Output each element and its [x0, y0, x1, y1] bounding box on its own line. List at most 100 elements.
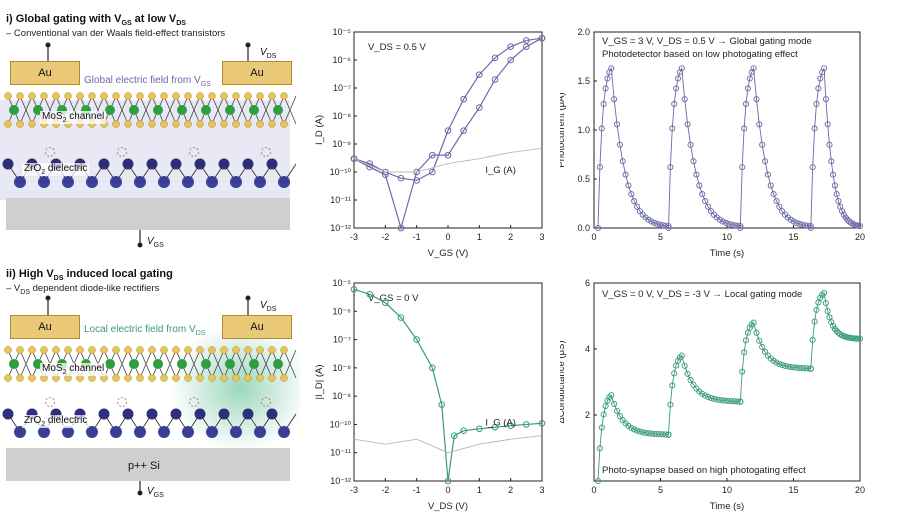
- s-atom: [196, 92, 204, 100]
- data-point: [667, 164, 674, 171]
- data-point: [719, 218, 726, 225]
- s-atom: [28, 346, 36, 354]
- data-point: [656, 431, 663, 438]
- mo-atom: [105, 105, 115, 115]
- oxygen-vacancy: [261, 147, 271, 157]
- s-atom: [280, 346, 288, 354]
- s-atom: [244, 92, 252, 100]
- data-point: [707, 394, 715, 402]
- zr-atom: [254, 176, 266, 188]
- zr-atom: [230, 426, 242, 438]
- s-atom: [160, 92, 168, 100]
- data-point: [659, 222, 666, 229]
- s-atom: [64, 92, 72, 100]
- s-atom: [232, 346, 240, 354]
- s-atom: [64, 346, 72, 354]
- data-point: [844, 216, 851, 223]
- chart-output-curve: -3 -2 -1 0 1 2 3 10⁻¹² 10⁻¹¹ 10⁻¹⁰ 10⁻⁹ 10⁻⁸ 10⁻⁷ 10⁻…: [314, 278, 546, 512]
- data-point: [739, 164, 746, 171]
- y-axis-label: I_D (A): [314, 115, 325, 145]
- data-point: [656, 221, 663, 228]
- oxygen-vacancy: [117, 397, 127, 407]
- zr-atom: [278, 426, 290, 438]
- data-point: [756, 121, 763, 128]
- zr-atom: [182, 426, 194, 438]
- mo-s-bond: [289, 349, 297, 365]
- data-point: [802, 365, 809, 372]
- data-point: [648, 218, 655, 225]
- mo-atom: [9, 359, 19, 369]
- data-point: [831, 182, 838, 189]
- x-tick-label: -3: [350, 485, 358, 495]
- data-point: [741, 349, 748, 356]
- s-atom: [100, 92, 108, 100]
- zr-atom: [206, 176, 218, 188]
- zr-atom: [158, 426, 170, 438]
- y-tick-label: 10⁻⁸: [332, 363, 351, 373]
- data-point: [678, 65, 685, 72]
- series-line: [353, 288, 543, 482]
- data-point: [613, 121, 621, 128]
- data-point: [594, 477, 602, 485]
- s-atom: [52, 346, 60, 354]
- zr-atom: [206, 426, 218, 438]
- s-atom: [76, 92, 84, 100]
- y-tick-label: 1.0: [577, 125, 590, 135]
- data-point: [773, 359, 780, 366]
- data-point: [710, 395, 718, 402]
- zr-atom: [2, 408, 14, 420]
- data-point: [413, 336, 420, 343]
- pulse-trace: [810, 291, 861, 369]
- data-point: [613, 407, 621, 414]
- x-tick-label: -1: [413, 485, 421, 495]
- data-point: [799, 365, 806, 372]
- x-tick-label: -2: [381, 485, 389, 495]
- plot-frame: [353, 282, 543, 482]
- y-tick-label: 0.5: [577, 174, 590, 184]
- x-tick-label: 0: [445, 485, 450, 495]
- data-point: [744, 85, 751, 92]
- data-point: [813, 306, 820, 313]
- data-point: [616, 141, 623, 148]
- zro2-dielectric-label-i: ZrO2 dielectric: [22, 163, 90, 176]
- data-point: [826, 141, 833, 148]
- data-point: [716, 216, 723, 223]
- data-point: [853, 335, 860, 342]
- data-point: [746, 324, 753, 331]
- device-schematic-ii: [2, 295, 300, 496]
- data-point: [678, 352, 685, 359]
- y-tick-label: 10⁻¹⁰: [330, 419, 352, 429]
- data-point: [538, 34, 546, 42]
- x-tick-label: -1: [413, 232, 421, 242]
- data-point: [811, 125, 818, 132]
- mo-atom: [273, 359, 283, 369]
- data-point: [838, 208, 846, 215]
- x-tick-label: 10: [722, 232, 732, 242]
- gate-terminal-i: [137, 242, 143, 248]
- s-atom: [112, 92, 120, 100]
- data-point: [728, 221, 735, 228]
- oxygen-vacancy: [45, 147, 55, 157]
- s-atom: [76, 346, 84, 354]
- zr-atom: [2, 158, 14, 170]
- y-tick-label: 10⁻¹¹: [330, 195, 351, 205]
- mo-atom: [153, 105, 163, 115]
- data-point: [739, 368, 746, 375]
- s-atom: [184, 374, 192, 382]
- data-point: [822, 300, 829, 307]
- mo-atom: [249, 105, 259, 115]
- pulse-trace: [739, 66, 811, 229]
- x-axis-label: Time (s): [710, 501, 744, 512]
- mo-atom: [273, 105, 283, 115]
- s-atom: [112, 346, 120, 354]
- data-point: [674, 75, 682, 82]
- s-atom: [112, 120, 120, 128]
- x-tick-label: 1: [477, 232, 482, 242]
- s-atom: [220, 346, 228, 354]
- data-point: [790, 218, 797, 225]
- data-point: [596, 445, 603, 452]
- s-atom: [52, 92, 60, 100]
- data-point: [460, 95, 467, 103]
- zr-atom: [110, 176, 122, 188]
- x-tick-label: 2: [508, 485, 513, 495]
